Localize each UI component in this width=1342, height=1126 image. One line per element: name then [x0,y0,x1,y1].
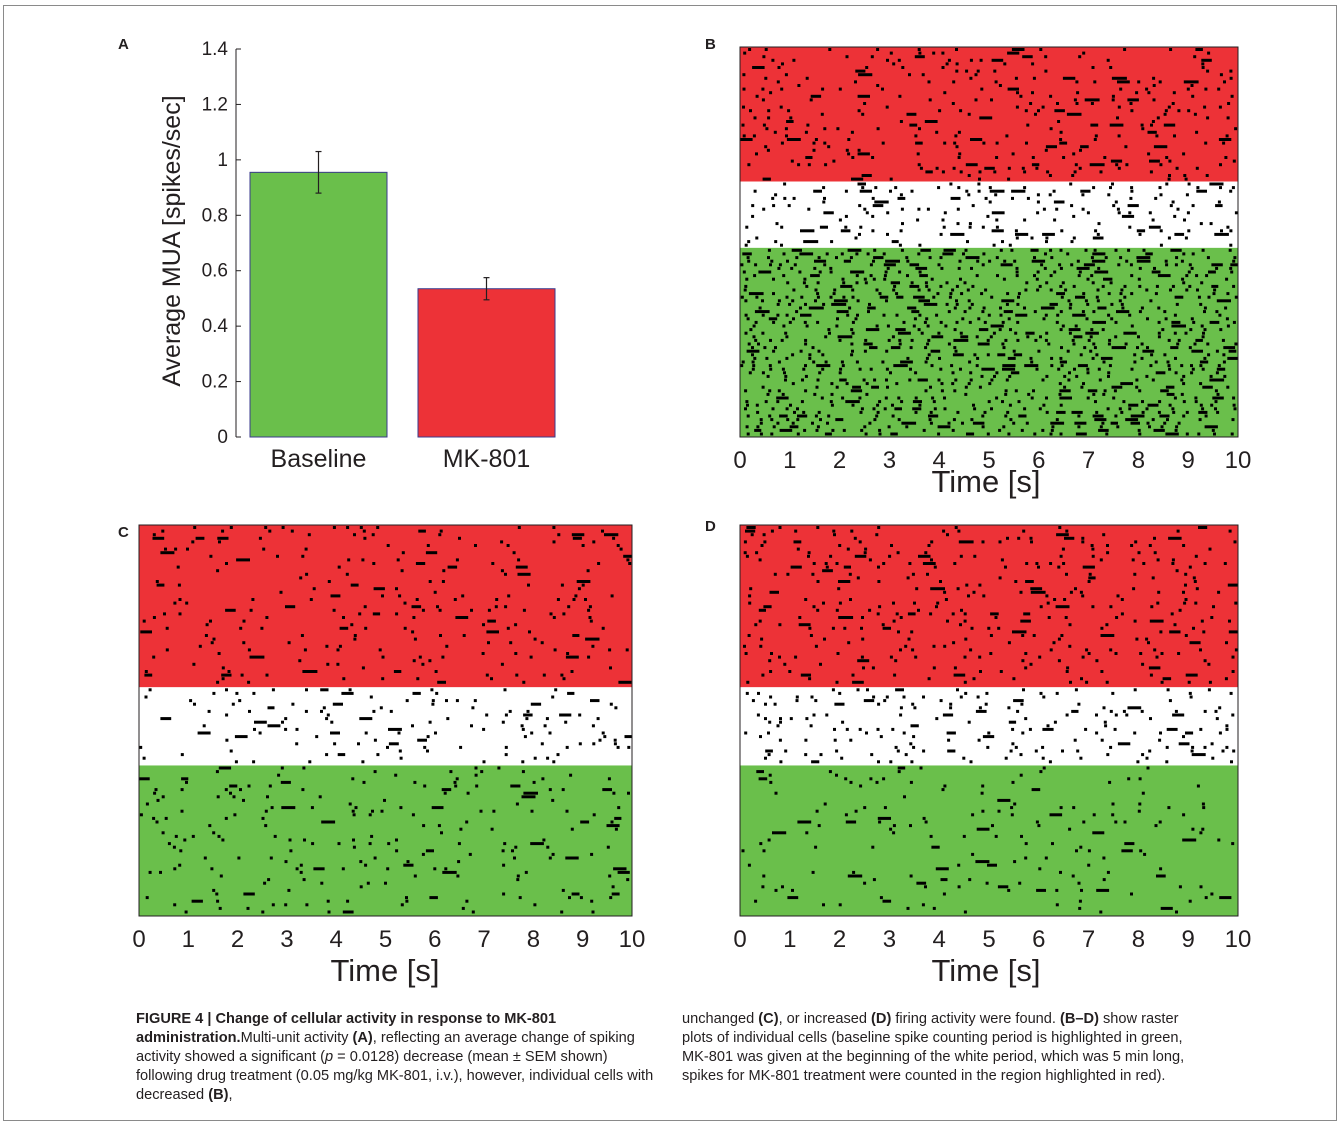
raster-plot-d: 0 1 2 3 4 5 6 7 8 9 10 [733,524,1252,953]
x-tick-label: 1 [182,926,195,953]
raster-band [139,765,632,916]
x-tick-label: 8 [1132,926,1145,953]
x-tick-label: 5 [982,926,995,953]
raster-frame [138,524,633,917]
raster-plot-c: 0 1 2 3 4 5 6 7 8 9 10 [132,524,646,953]
x-tick-label: 3 [280,926,293,953]
bar-mk-801 [417,288,556,438]
raster-d-xlabel: Time [s] [931,953,1040,988]
bar-chart-bars [249,150,556,438]
x-tick-label: 0 [132,926,145,953]
x-tick-label: 10 [1225,926,1252,953]
x-tick-label: 2 [833,926,846,953]
x-tick-label: 7 [477,926,490,953]
y-tick-label: 0.8 [202,205,228,226]
x-tick-label: 6 [1032,926,1045,953]
bar-chart-panel-a: Average MUA [spikes/sec] 0 0.2 0.4 0.6 0.8 1 1… [158,39,556,473]
caption-figure-label: FIGURE 4 | [136,1011,216,1027]
x-tick-label: 6 [428,926,441,953]
figure-svg: A B C D Average MUA [spikes/sec] 0 0.2 0.4… [118,36,1252,988]
raster-band [139,525,632,688]
x-tick-label: 4 [330,926,343,953]
x-tick-label: 2 [833,447,846,474]
spike-marks [139,526,632,914]
x-tick-label: 0 [733,926,746,953]
y-tick-label: 0.2 [202,372,228,393]
y-tick-label: 0.4 [202,316,229,337]
y-tick-label: 1.4 [202,39,229,60]
caption-right-body: unchanged (C), or increased (D) firing a… [682,1011,1185,1084]
y-tick-label: 0 [217,427,228,448]
spike-marks [740,48,1238,436]
x-tick-label: 8 [527,926,540,953]
x-tick-label: 0 [733,447,746,474]
x-tick-label: 5 [379,926,392,953]
x-tick-label: 5 [982,447,995,474]
panel-label-b: B [705,36,716,53]
spike-marks [741,526,1238,914]
x-tick-label: 7 [1082,447,1095,474]
caption-left: FIGURE 4 | Change of cellular activity i… [136,1010,666,1105]
bar-chart-categories: Baseline MK-801 [271,445,531,473]
x-tick-label: 9 [1182,447,1195,474]
raster-c-xlabel: Time [s] [330,953,439,988]
x-tick-label: 4 [933,926,946,953]
category-label: Baseline [271,445,367,473]
x-tick-label: 1 [783,447,796,474]
raster-frame [739,524,1239,917]
figure-frame [3,5,1337,1121]
x-tick-label: 10 [619,926,646,953]
raster-band [740,765,1238,916]
x-tick-label: 4 [933,447,946,474]
raster-b-xlabel: Time [s] [931,464,1040,499]
x-tick-label: 2 [231,926,244,953]
raster-frame [739,46,1239,438]
raster-band [740,47,1238,182]
y-tick-label: 1.2 [202,94,228,115]
caption-left-text: FIGURE 4 | Change of cellular activity i… [136,1010,666,1105]
y-tick-label: 1 [217,150,228,171]
bar-baseline [249,171,388,438]
y-tick-label: 0.6 [202,261,228,282]
x-tick-label: 9 [576,926,589,953]
caption-right: unchanged (C), or increased (D) firing a… [682,1010,1207,1086]
raster-band [740,687,1238,766]
x-tick-label: 3 [883,926,896,953]
raster-plot-b: 0 1 2 3 4 5 6 7 8 9 10 [733,46,1252,474]
panel-label-d: D [705,518,716,535]
raster-band [740,181,1238,248]
caption-left-body: Multi-unit activity (A), reflecting an a… [136,1030,654,1103]
x-tick-label: 8 [1132,447,1145,474]
x-tick-label: 3 [883,447,896,474]
category-label: MK-801 [443,445,531,473]
x-tick-label: 7 [1082,926,1095,953]
panel-label-c: C [118,524,129,541]
panel-label-a: A [118,36,129,53]
x-tick-label: 6 [1032,447,1045,474]
caption-title: Change of cellular activity in response … [136,1011,557,1046]
bar-chart-ylabel: Average MUA [spikes/sec] [158,95,186,386]
x-tick-label: 10 [1225,447,1252,474]
bar-chart-y-ticks: 0 0.2 0.4 0.6 0.8 1 1.2 1.4 [202,39,241,448]
raster-band [139,687,632,766]
x-tick-label: 1 [783,926,796,953]
x-tick-label: 9 [1182,926,1195,953]
